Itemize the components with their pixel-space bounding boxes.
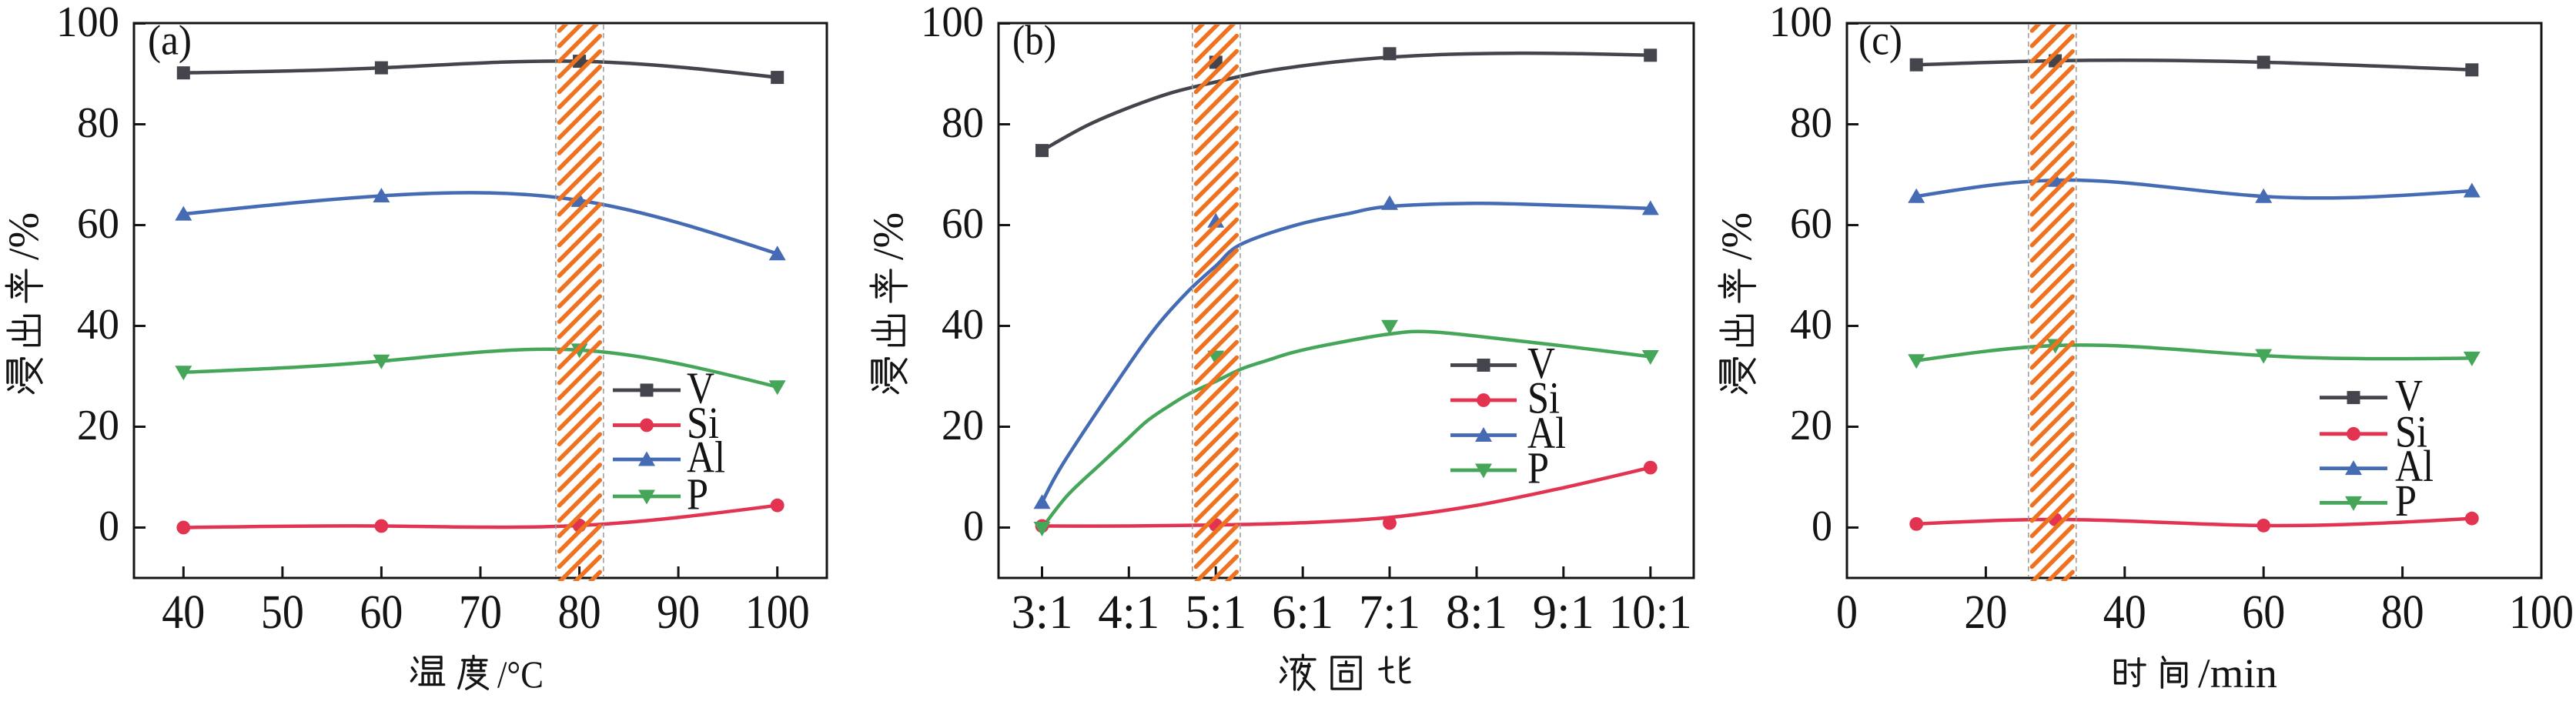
svg-text:/°C: /°C xyxy=(497,653,544,696)
svg-text:(c): (c) xyxy=(1858,17,1902,64)
svg-text:P: P xyxy=(1527,443,1549,493)
svg-text:Al: Al xyxy=(687,432,725,483)
svg-text:0: 0 xyxy=(1812,503,1832,550)
svg-text:0: 0 xyxy=(99,503,119,550)
svg-text:5:1: 5:1 xyxy=(1185,586,1246,639)
svg-text:100: 100 xyxy=(921,0,984,46)
svg-text:/%: /% xyxy=(865,212,913,260)
svg-text:40: 40 xyxy=(77,301,119,349)
svg-text:V: V xyxy=(2395,370,2423,420)
svg-text:P: P xyxy=(687,469,708,519)
svg-text:/%: /% xyxy=(1714,212,1761,260)
svg-text:40: 40 xyxy=(1790,301,1832,349)
svg-text:6:1: 6:1 xyxy=(1272,586,1333,639)
svg-text:0: 0 xyxy=(1836,586,1858,639)
svg-text:100: 100 xyxy=(56,0,119,46)
svg-text:80: 80 xyxy=(2381,586,2424,639)
svg-text:P: P xyxy=(2395,476,2417,526)
svg-text:20: 20 xyxy=(1964,586,2007,639)
svg-text:20: 20 xyxy=(1790,402,1832,449)
svg-text:V: V xyxy=(1527,338,1555,388)
svg-text:60: 60 xyxy=(360,586,403,639)
svg-text:80: 80 xyxy=(558,586,601,639)
svg-text:20: 20 xyxy=(942,402,984,449)
svg-text:60: 60 xyxy=(2242,586,2285,639)
svg-text:40: 40 xyxy=(2103,586,2146,639)
svg-text:100: 100 xyxy=(2509,586,2574,639)
svg-text:Al: Al xyxy=(2395,441,2434,491)
svg-text:40: 40 xyxy=(162,586,205,639)
svg-text:60: 60 xyxy=(77,200,119,248)
svg-text:Si: Si xyxy=(2395,406,2427,456)
svg-text:(a): (a) xyxy=(148,17,192,64)
svg-text:40: 40 xyxy=(942,301,984,349)
svg-text:70: 70 xyxy=(459,586,502,639)
svg-text:90: 90 xyxy=(657,586,700,639)
svg-text:60: 60 xyxy=(1790,200,1832,248)
svg-text:3:1: 3:1 xyxy=(1012,586,1073,639)
svg-text:100: 100 xyxy=(745,586,810,639)
svg-text:60: 60 xyxy=(942,200,984,248)
svg-text:0: 0 xyxy=(963,503,984,550)
svg-text:8:1: 8:1 xyxy=(1446,586,1507,639)
svg-text:80: 80 xyxy=(77,99,119,147)
svg-text:Al: Al xyxy=(1527,408,1566,458)
svg-text:80: 80 xyxy=(1790,99,1832,147)
svg-text:100: 100 xyxy=(1769,0,1832,46)
svg-text:/min: /min xyxy=(2198,650,2277,696)
svg-text:Si: Si xyxy=(687,398,719,448)
svg-text:50: 50 xyxy=(261,586,304,639)
svg-text:20: 20 xyxy=(77,402,119,449)
svg-text:80: 80 xyxy=(942,99,984,147)
svg-text:/%: /% xyxy=(1,212,49,260)
svg-text:10:1: 10:1 xyxy=(1609,586,1692,639)
svg-text:(b): (b) xyxy=(1012,17,1056,64)
svg-text:Si: Si xyxy=(1527,373,1560,423)
svg-text:7:1: 7:1 xyxy=(1359,586,1420,639)
svg-text:9:1: 9:1 xyxy=(1533,586,1594,639)
svg-text:V: V xyxy=(687,363,714,413)
svg-text:4:1: 4:1 xyxy=(1098,586,1159,639)
